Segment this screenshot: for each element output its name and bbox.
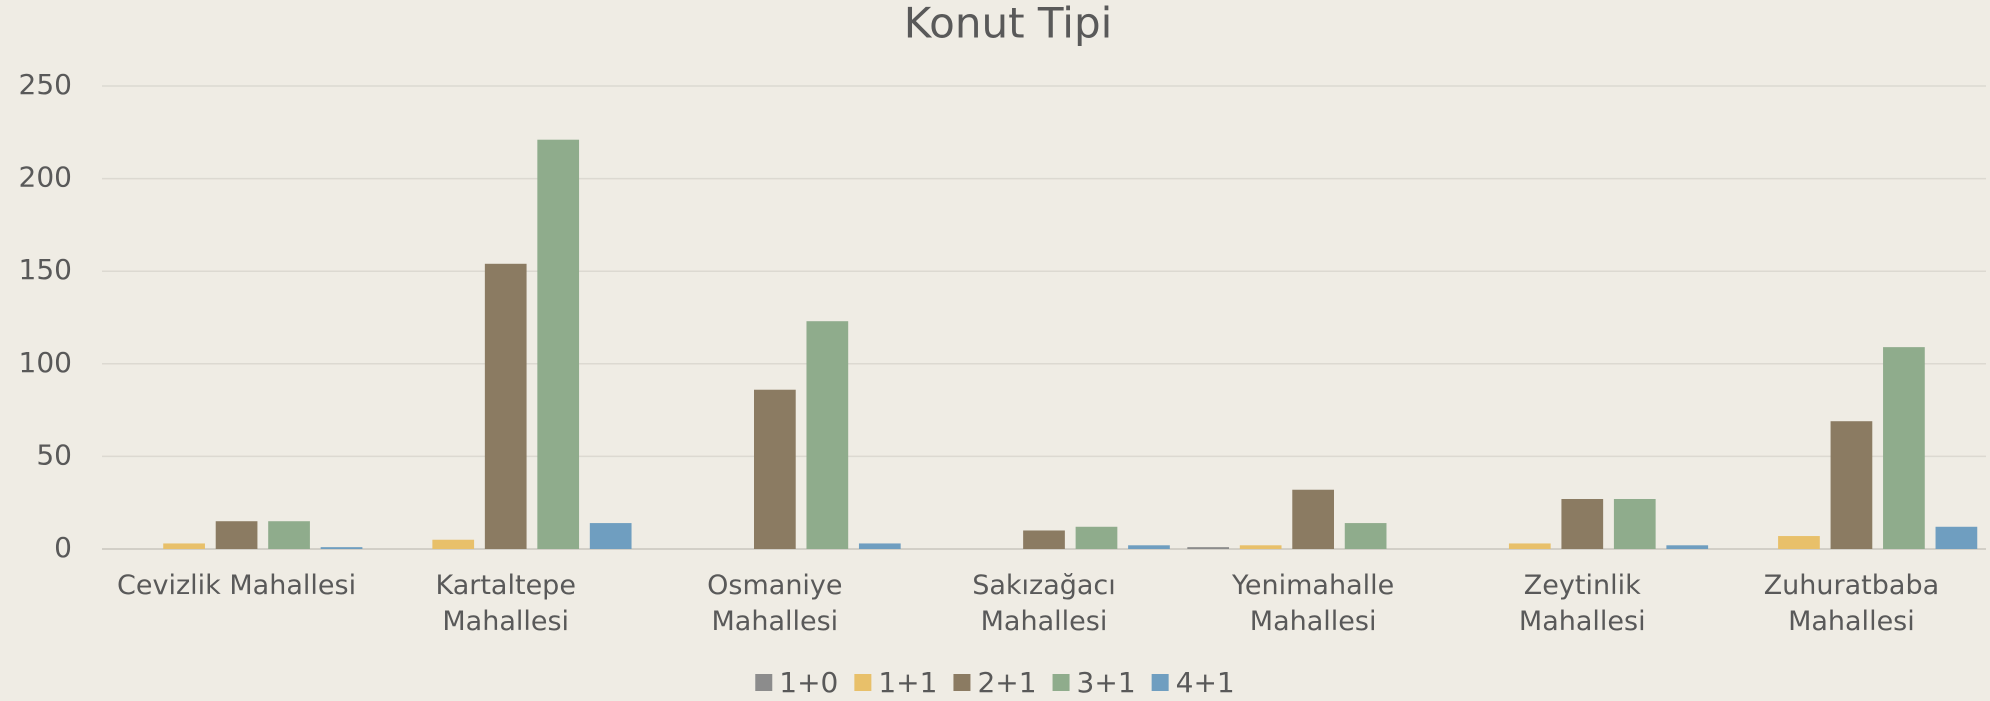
legend-swatch	[755, 674, 773, 691]
x-tick-label: Zuhuratbaba Mahallesi	[1763, 570, 1940, 637]
bar	[1344, 523, 1387, 549]
x-tick-label: Zeytinlik Mahallesi	[1518, 570, 1646, 637]
y-tick-label: 150	[19, 253, 72, 286]
legend-swatch	[953, 674, 971, 691]
y-tick-label: 50	[36, 438, 72, 471]
bar	[1935, 526, 1978, 549]
bar	[1561, 498, 1604, 549]
bar	[589, 523, 632, 549]
bar	[484, 263, 527, 549]
y-tick-label: 250	[19, 68, 72, 101]
bar	[1023, 530, 1065, 549]
bar	[1613, 498, 1656, 549]
legend-swatch	[1151, 674, 1169, 691]
x-tick-label: Kartaltepe Mahallesi	[435, 570, 576, 637]
y-tick-label: 0	[54, 531, 72, 564]
legend-label: 2+1	[977, 666, 1036, 699]
bar	[1666, 545, 1709, 549]
bar	[806, 321, 849, 549]
x-tick-label: Osmaniye Mahallesi	[707, 570, 843, 637]
bar	[1292, 489, 1335, 549]
x-tick-label: Yenimahalle Mahallesi	[1232, 570, 1395, 637]
y-tick-label: 100	[19, 346, 72, 379]
legend-label: 4+1	[1176, 666, 1235, 699]
bar	[858, 543, 901, 549]
legend-label: 1+1	[878, 666, 937, 699]
bar	[1187, 547, 1230, 549]
bar	[215, 521, 258, 549]
bar	[320, 547, 363, 549]
bar	[1830, 421, 1873, 549]
bar	[1128, 545, 1170, 549]
legend-label: 3+1	[1077, 666, 1136, 699]
bar	[537, 139, 580, 549]
bar	[1239, 545, 1282, 549]
bar	[163, 543, 205, 549]
legend-label: 1+0	[779, 666, 838, 699]
y-tick-label: 200	[19, 161, 72, 194]
legend-swatch	[854, 674, 872, 691]
bar	[1778, 536, 1820, 549]
bar	[1508, 543, 1551, 549]
x-tick-label: Sakızağacı Mahallesi	[972, 570, 1116, 637]
legend-swatch	[1052, 674, 1070, 691]
bar	[268, 521, 310, 549]
bar	[1075, 526, 1118, 549]
chart-title: Konut Tipi	[904, 0, 1113, 48]
bar	[1883, 347, 1925, 549]
bar	[432, 539, 475, 549]
x-tick-label: Cevizlik Mahallesi	[117, 570, 357, 601]
bar	[753, 389, 796, 549]
